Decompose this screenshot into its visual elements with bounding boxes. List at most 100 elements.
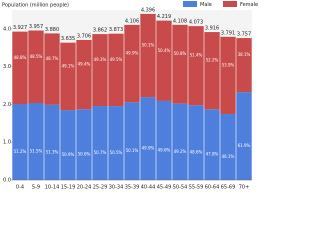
segment-label: 49.4% — [78, 62, 91, 67]
x-tick-label: 5-9 — [32, 185, 40, 191]
x-tick-label: 60-64 — [205, 185, 220, 191]
bar-segment — [108, 33, 124, 107]
total-label: 3.757 — [237, 32, 251, 38]
bar-segment — [12, 31, 28, 105]
x-tick-label: 25-29 — [93, 185, 108, 191]
bar-segment — [172, 103, 188, 180]
bar-segment — [188, 26, 204, 106]
y-tick-label: 1.0 — [3, 140, 11, 146]
bar-segment — [44, 104, 60, 180]
bar-segment — [44, 33, 60, 105]
bar-segment — [92, 106, 108, 180]
bar-segment — [156, 100, 172, 180]
bar-segment — [76, 39, 92, 110]
x-tick-label: 15-19 — [61, 185, 76, 191]
segment-label: 38.1% — [238, 52, 251, 57]
bar-segment — [140, 97, 156, 180]
y-tick-label: 2.0 — [3, 102, 11, 108]
x-tick-label: 45-49 — [157, 185, 172, 191]
segment-label: 50.4% — [158, 48, 171, 53]
segment-label: 49.1% — [62, 63, 75, 68]
bar-segment — [204, 109, 220, 180]
total-label: 3.635 — [61, 36, 75, 42]
y-tick-label: 3.0 — [3, 64, 11, 70]
bar-segment — [12, 104, 28, 180]
segment-label: 49.9% — [142, 146, 155, 151]
legend-label: Male — [200, 2, 212, 8]
segment-label: 51.3% — [46, 149, 59, 154]
bar-segment — [124, 102, 140, 180]
total-label: 4.219 — [157, 14, 171, 20]
chart: Population (million people) 0.0 1.0 2.0 3.0… — [2, 1, 258, 191]
segment-label: 50.5% — [110, 150, 123, 155]
bar-segment — [188, 105, 204, 180]
segment-label: 46.1% — [222, 154, 235, 159]
segment-label: 50.6% — [78, 152, 91, 157]
segment-label: 48.6% — [190, 150, 203, 155]
segment-label: 51.2% — [14, 149, 27, 154]
x-tick-label: 55-59 — [189, 185, 204, 191]
x-tick-label: 0-4 — [16, 185, 24, 191]
bar-segment — [60, 42, 76, 111]
x-tick-label: 70+ — [239, 185, 250, 191]
total-label: 3.862 — [93, 28, 107, 34]
bar-segment — [28, 30, 44, 104]
segment-label: 49.2% — [174, 149, 187, 154]
segment-label: 48.8% — [14, 55, 27, 60]
chart-title: Population (million people) — [2, 3, 69, 9]
bar-segment — [76, 109, 92, 180]
segment-label: 50.1% — [142, 43, 155, 48]
segment-label: 47.8% — [206, 152, 219, 157]
x-tick-label: 65-69 — [221, 185, 236, 191]
bar-segment — [236, 92, 252, 180]
y-tick-label: 0.0 — [3, 178, 11, 184]
bar-segment — [92, 34, 108, 107]
bar-segment — [172, 24, 188, 104]
segment-label: 50.7% — [94, 150, 107, 155]
segment-label: 53.9% — [222, 62, 235, 67]
total-label: 3.791 — [221, 30, 235, 36]
x-tick-label: 40-44 — [141, 185, 156, 191]
segment-label: 52.2% — [206, 58, 219, 63]
total-label: 3.880 — [45, 27, 59, 33]
total-label: 3.706 — [77, 33, 91, 39]
x-tick-label: 30-34 — [109, 185, 124, 191]
segment-label: 48.7% — [46, 56, 59, 61]
segment-label: 48.5% — [30, 54, 43, 59]
segment-label: 50.1% — [126, 148, 139, 153]
legend-swatch — [183, 1, 197, 7]
segment-label: 49.3% — [94, 57, 107, 62]
total-label: 4.106 — [125, 18, 139, 24]
segment-label: 50.8% — [174, 51, 187, 56]
bar-segment — [156, 20, 172, 101]
segment-label: 49.5% — [110, 57, 123, 62]
bar-segment — [108, 106, 124, 180]
segment-label: 49.9% — [126, 51, 139, 56]
segment-label: 49.6% — [158, 147, 171, 152]
legend-swatch — [223, 1, 237, 7]
x-tick-label: 20-24 — [77, 185, 92, 191]
bar-segment — [236, 38, 252, 93]
segment-label: 51.4% — [190, 53, 203, 58]
total-label: 3.927 — [13, 25, 27, 31]
total-label: 4.073 — [189, 20, 203, 26]
total-label: 3.957 — [29, 24, 43, 30]
bar-segment — [60, 110, 76, 180]
total-label: 4.396 — [141, 7, 155, 13]
bar-segment — [124, 24, 140, 103]
bar-segment — [220, 113, 236, 180]
total-label: 3.873 — [109, 27, 123, 33]
bar-segment — [220, 36, 236, 114]
x-tick-label: 10-14 — [45, 185, 60, 191]
x-tick-label: 35-39 — [125, 185, 140, 191]
segment-label: 61.9% — [238, 143, 251, 148]
legend-label: Female — [240, 2, 258, 8]
total-label: 4.108 — [173, 18, 187, 24]
x-tick-label: 50-54 — [173, 185, 188, 191]
segment-label: 51.5% — [30, 149, 43, 154]
bar-segment — [204, 32, 220, 110]
total-label: 3.916 — [205, 26, 219, 32]
segment-label: 50.9% — [62, 152, 75, 157]
bar-segment — [140, 13, 156, 98]
bar-segment — [28, 103, 44, 180]
